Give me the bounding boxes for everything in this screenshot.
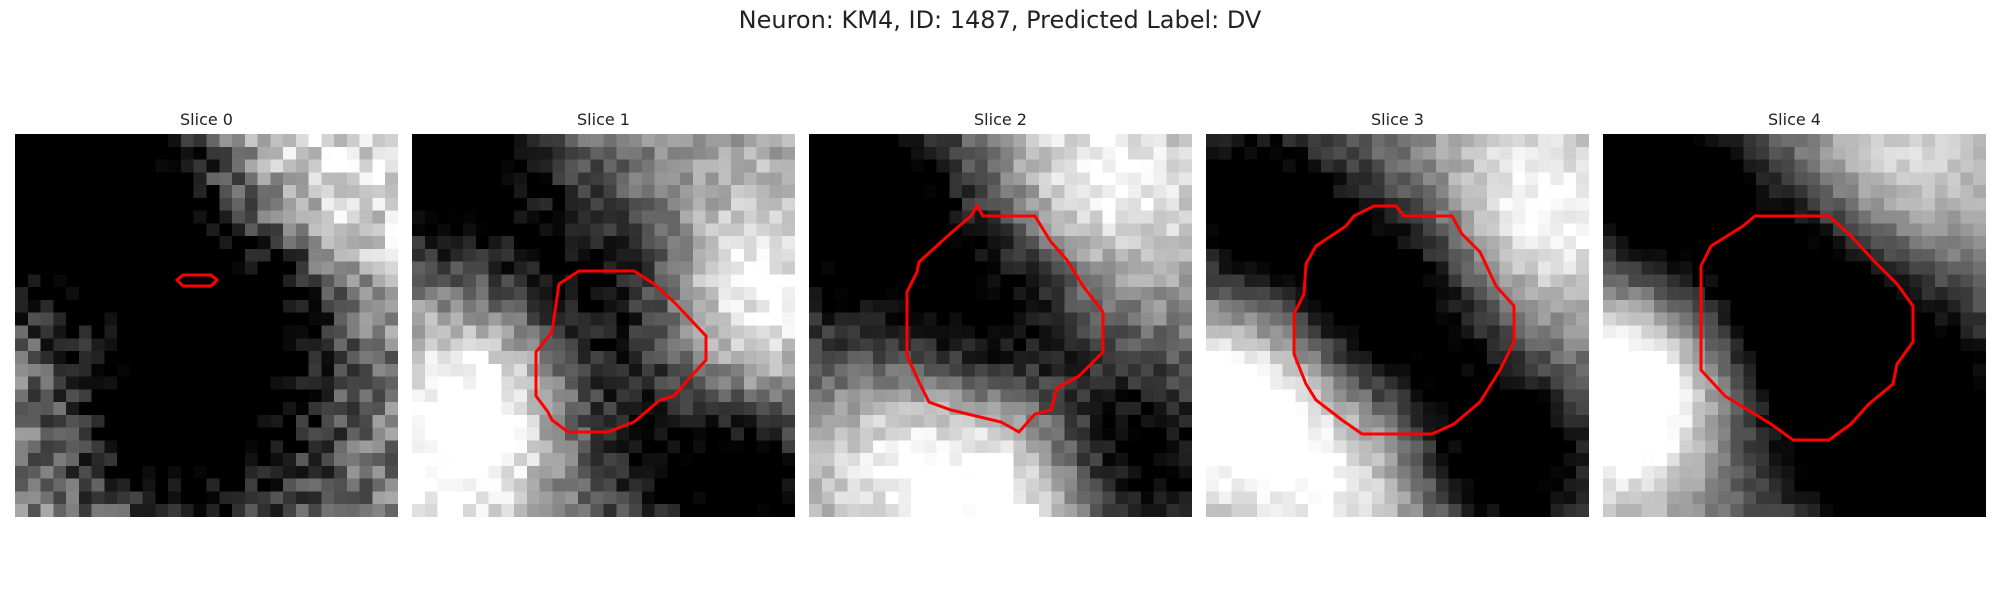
- slice-image-1: [412, 134, 795, 517]
- slice-image-3: [1206, 134, 1589, 517]
- slice-image-4: [1603, 134, 1986, 517]
- slice-title-0: Slice 0: [180, 110, 233, 129]
- slice-panel-3: Slice 3: [1206, 110, 1589, 517]
- slice-image-0: [15, 134, 398, 517]
- slice-panel-4: Slice 4: [1603, 110, 1986, 517]
- slice-image-2: [809, 134, 1192, 517]
- roi-contour-1: [534, 269, 708, 434]
- slice-title-1: Slice 1: [577, 110, 630, 129]
- slice-panel-0: Slice 0: [15, 110, 398, 517]
- roi-contour-4: [1699, 214, 1915, 442]
- roi-contour-0: [174, 273, 220, 288]
- roi-contour-2: [905, 203, 1105, 434]
- slice-panel-2: Slice 2: [809, 110, 1192, 517]
- figure-title: Neuron: KM4, ID: 1487, Predicted Label: …: [738, 6, 1262, 34]
- slice-panel-1: Slice 1: [412, 110, 795, 517]
- roi-contour-3: [1292, 204, 1516, 436]
- slice-title-3: Slice 3: [1371, 110, 1424, 129]
- slice-title-2: Slice 2: [974, 110, 1027, 129]
- slice-title-4: Slice 4: [1768, 110, 1821, 129]
